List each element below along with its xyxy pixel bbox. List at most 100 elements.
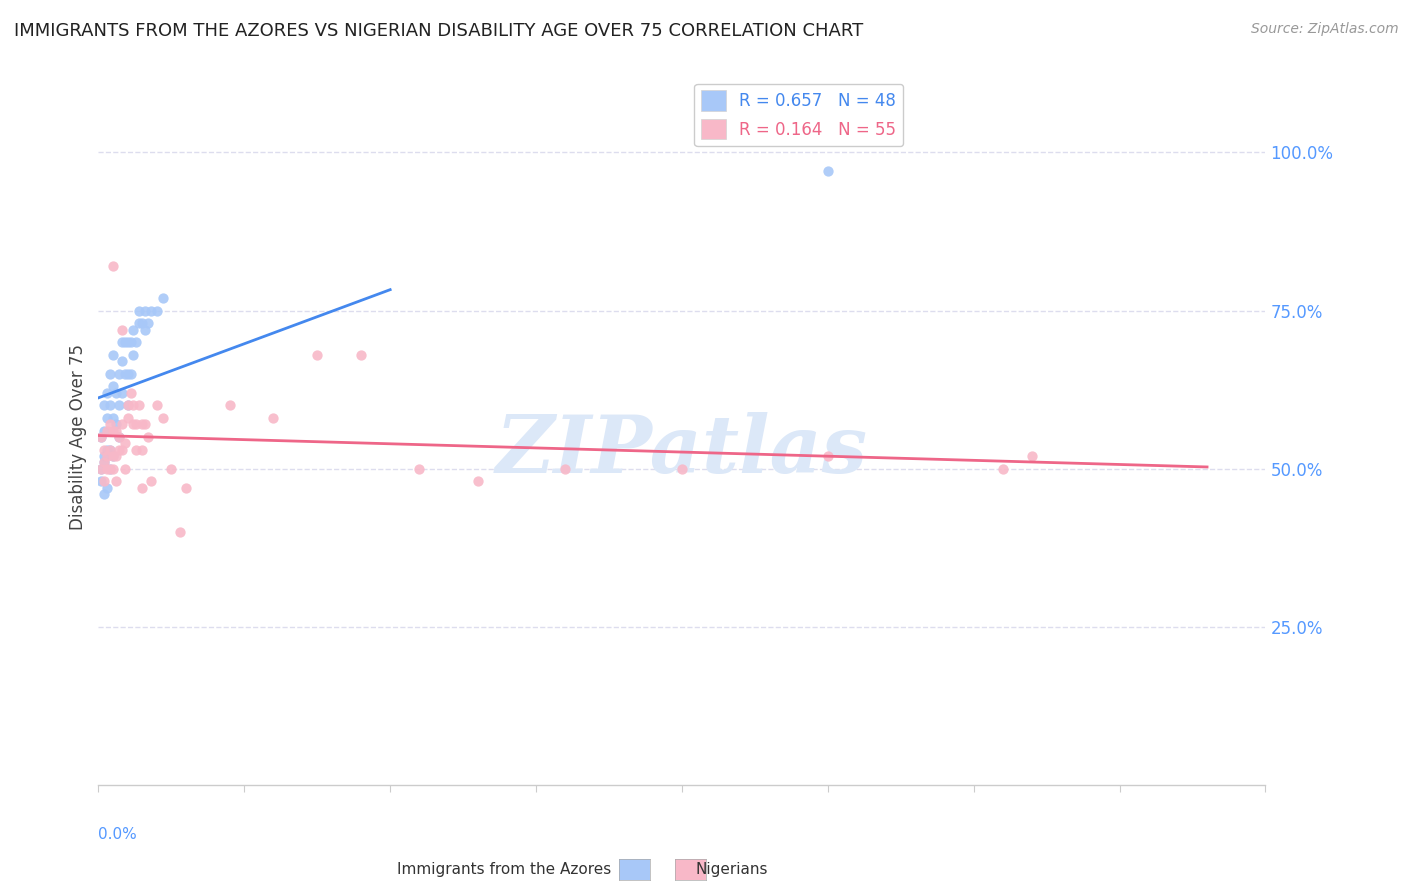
Point: [98, 367, 121, 381]
Point: [90, 430, 112, 444]
Point: [136, 430, 159, 444]
Point: [991, 461, 1014, 475]
Point: [93, 424, 115, 438]
Point: [554, 461, 576, 475]
Point: [90, 461, 112, 475]
Point: [114, 436, 136, 450]
Point: [101, 461, 124, 475]
Point: [96, 411, 118, 425]
Point: [108, 399, 131, 413]
Point: [134, 322, 156, 336]
Point: [90, 430, 112, 444]
Text: Source: ZipAtlas.com: Source: ZipAtlas.com: [1251, 22, 1399, 37]
Point: [111, 442, 134, 457]
Point: [101, 411, 124, 425]
Point: [101, 379, 124, 393]
Point: [125, 442, 148, 457]
Point: [98, 417, 121, 432]
Point: [111, 322, 134, 336]
Point: [104, 449, 127, 463]
Point: [93, 455, 115, 469]
Point: [131, 316, 153, 330]
Point: [134, 417, 156, 432]
Point: [96, 481, 118, 495]
Point: [218, 399, 240, 413]
Point: [152, 291, 174, 305]
Point: [817, 449, 839, 463]
Point: [96, 385, 118, 400]
Point: [108, 430, 131, 444]
Point: [90, 475, 112, 489]
Point: [136, 316, 159, 330]
Point: [104, 417, 127, 432]
Point: [117, 399, 139, 413]
Point: [122, 399, 145, 413]
Point: [114, 367, 136, 381]
Point: [93, 455, 115, 469]
Point: [108, 430, 131, 444]
Point: [139, 475, 162, 489]
Point: [111, 385, 134, 400]
Point: [350, 348, 373, 362]
Point: [467, 475, 489, 489]
Point: [98, 399, 121, 413]
Point: [117, 367, 139, 381]
Point: [98, 442, 121, 457]
Point: [93, 399, 115, 413]
Point: [134, 303, 156, 318]
Point: [125, 335, 148, 350]
Point: [101, 449, 124, 463]
Point: [93, 449, 115, 463]
Point: [128, 399, 150, 413]
Point: [152, 411, 174, 425]
Point: [90, 461, 112, 475]
Point: [131, 481, 153, 495]
Point: [104, 385, 127, 400]
Point: [96, 449, 118, 463]
Point: [160, 461, 183, 475]
Point: [120, 385, 142, 400]
Point: [114, 335, 136, 350]
Point: [131, 417, 153, 432]
Point: [108, 442, 131, 457]
Point: [93, 442, 115, 457]
Point: [104, 424, 127, 438]
Point: [817, 164, 839, 178]
Point: [111, 354, 134, 368]
Point: [101, 348, 124, 362]
Point: [122, 417, 145, 432]
Point: [98, 461, 121, 475]
Point: [671, 461, 693, 475]
Point: [96, 442, 118, 457]
Point: [128, 303, 150, 318]
Point: [146, 399, 169, 413]
Point: [93, 487, 115, 501]
Point: [122, 322, 145, 336]
Point: [96, 461, 118, 475]
Text: ZIPatlas: ZIPatlas: [496, 412, 868, 490]
Point: [101, 424, 124, 438]
Point: [96, 424, 118, 438]
Point: [307, 348, 329, 362]
Point: [104, 475, 127, 489]
Point: [120, 367, 142, 381]
Point: [408, 461, 430, 475]
Point: [1021, 449, 1043, 463]
Text: Immigrants from the Azores: Immigrants from the Azores: [398, 863, 612, 877]
Point: [98, 461, 121, 475]
Point: [117, 335, 139, 350]
Point: [117, 399, 139, 413]
Point: [122, 348, 145, 362]
Text: Nigerians: Nigerians: [696, 863, 769, 877]
Point: [114, 461, 136, 475]
Point: [262, 411, 284, 425]
Point: [101, 260, 124, 274]
Point: [146, 303, 169, 318]
Point: [108, 367, 131, 381]
Point: [111, 417, 134, 432]
Point: [128, 316, 150, 330]
Point: [93, 475, 115, 489]
Legend: R = 0.657   N = 48, R = 0.164   N = 55: R = 0.657 N = 48, R = 0.164 N = 55: [695, 84, 903, 146]
Point: [139, 303, 162, 318]
Point: [98, 442, 121, 457]
